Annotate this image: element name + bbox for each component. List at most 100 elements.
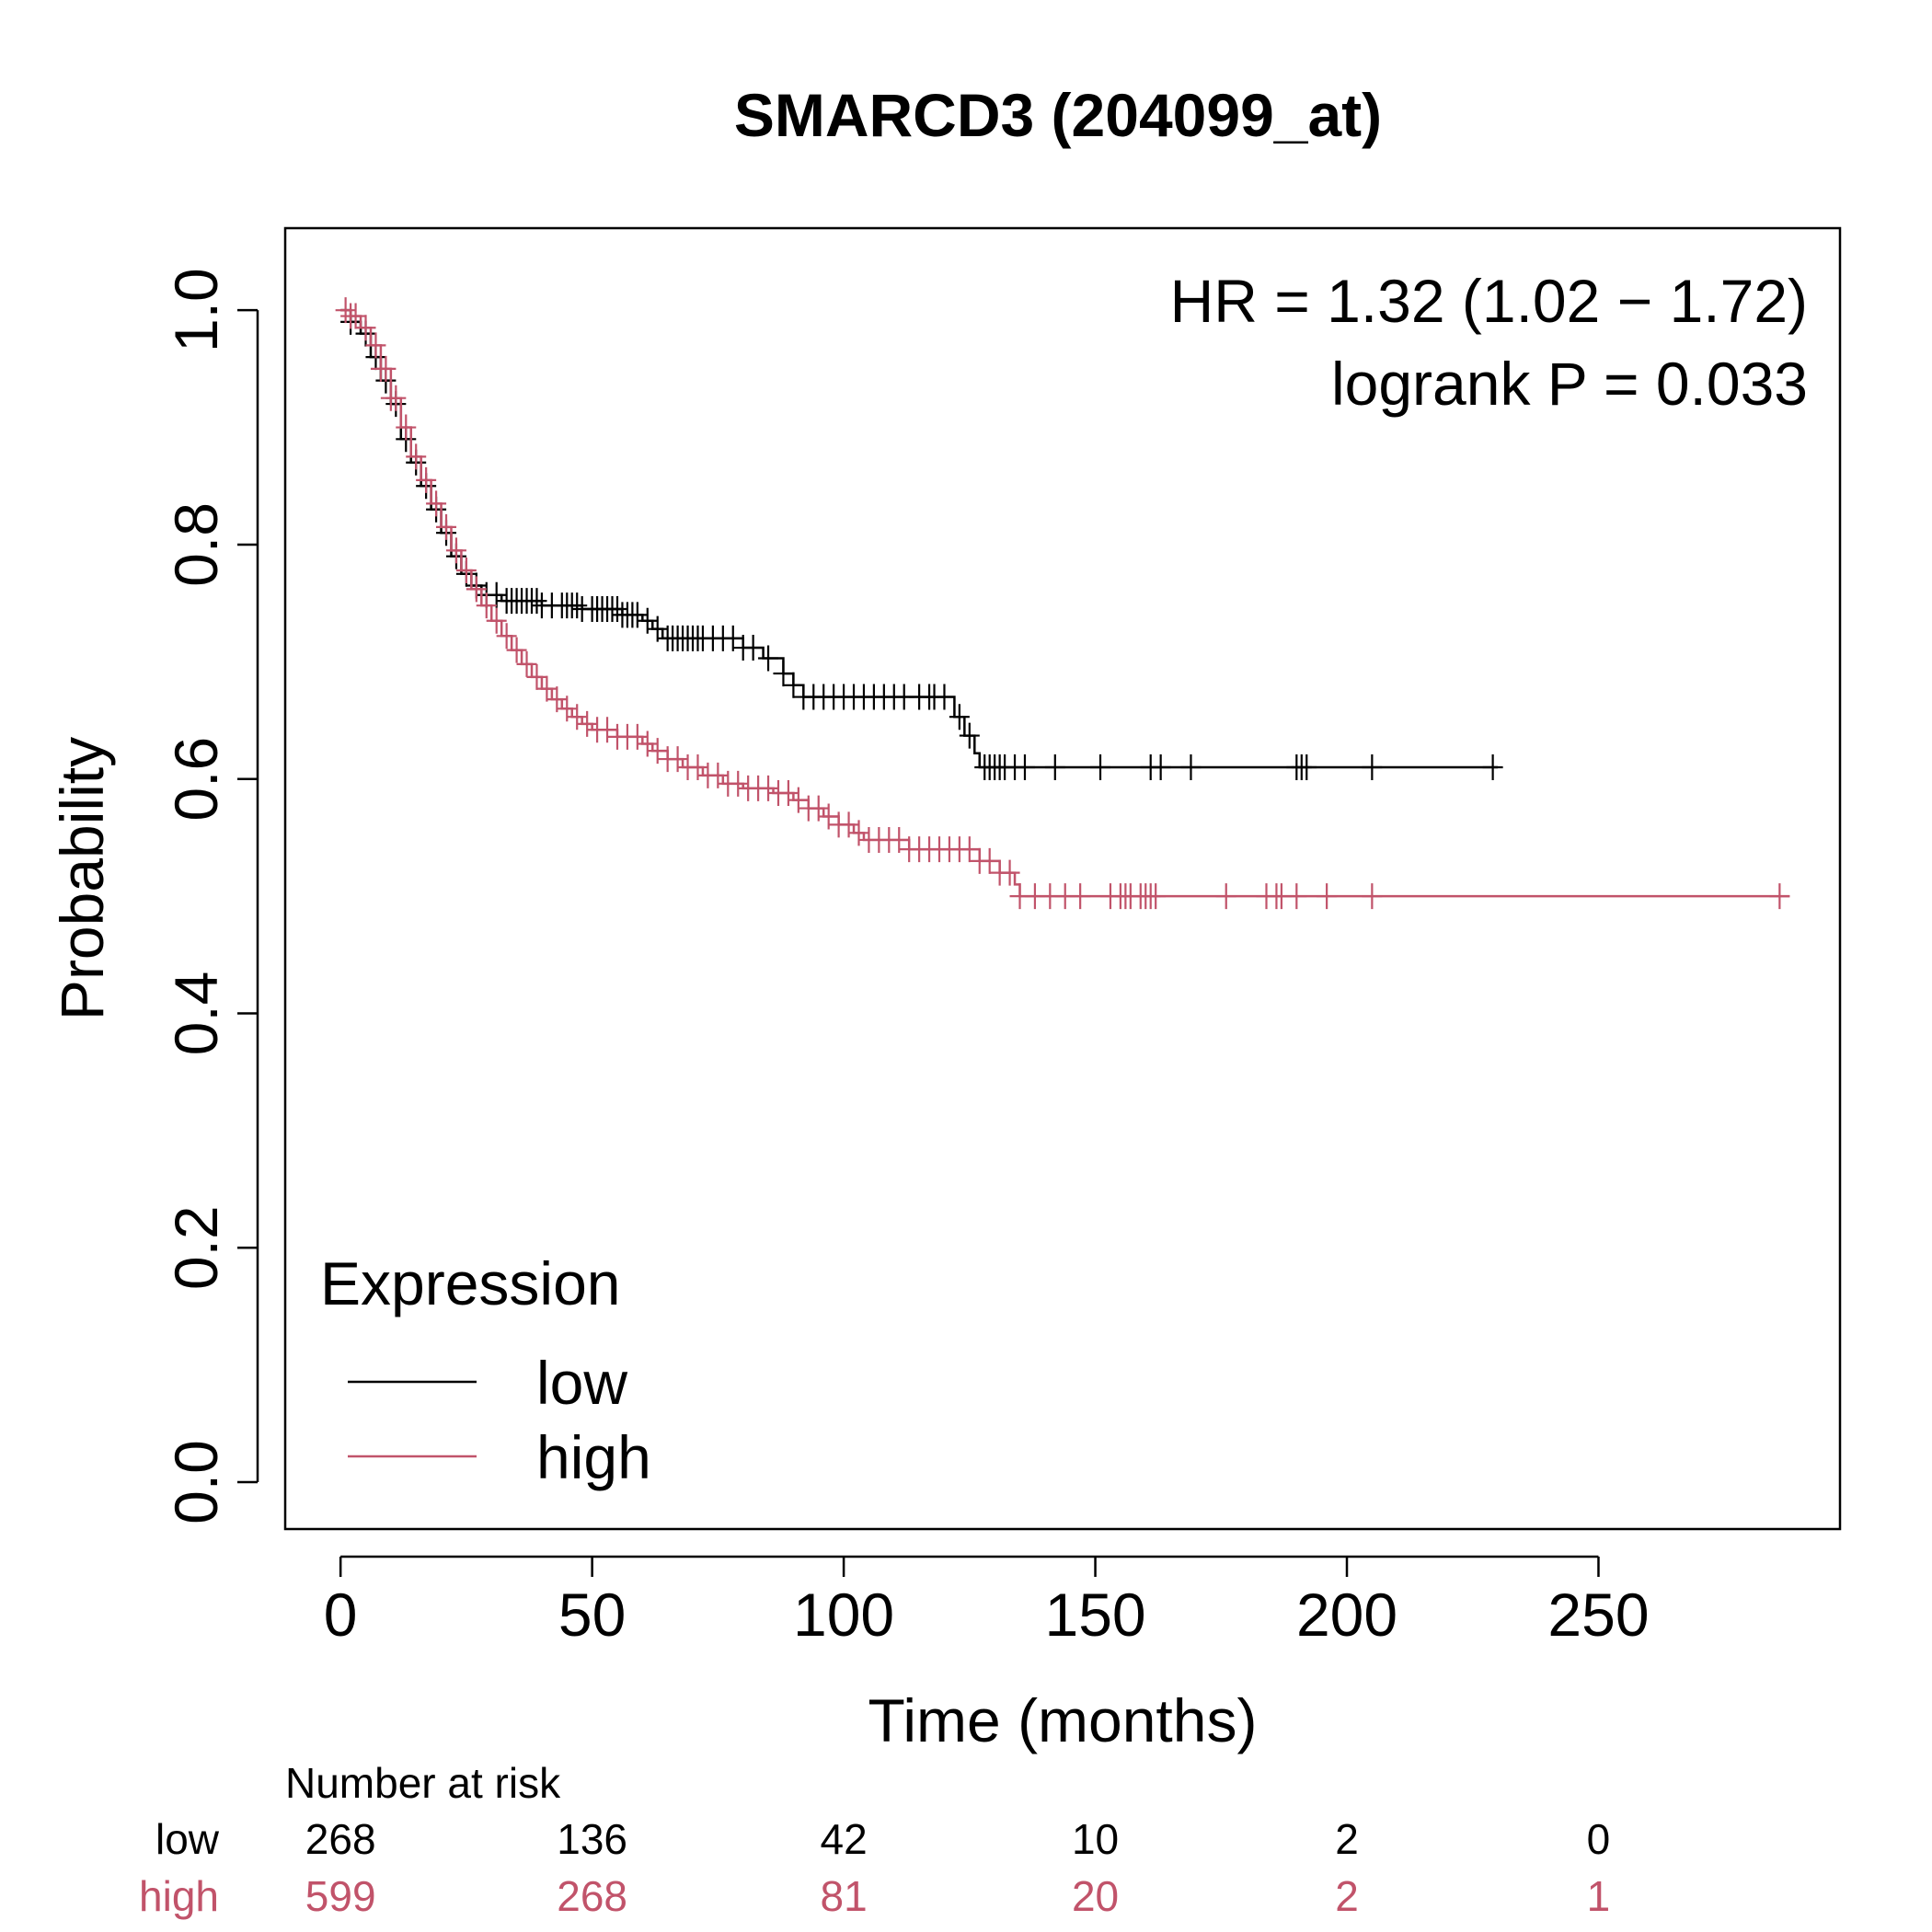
censor-mark-high xyxy=(526,663,547,690)
y-tick-label: 0.4 xyxy=(162,972,230,1056)
censor-mark-low xyxy=(627,602,648,628)
censor-mark-high xyxy=(637,730,658,757)
plot-frame xyxy=(283,226,1842,1531)
x-tick-label: 100 xyxy=(793,1581,894,1649)
censor-mark-high xyxy=(777,780,799,807)
series-layer xyxy=(335,297,1790,910)
y-tick-label: 0.6 xyxy=(162,737,230,822)
censor-mark-high xyxy=(516,650,537,677)
censor-mark-high xyxy=(1145,883,1167,910)
risk-count-high: 1 xyxy=(1587,1872,1611,1920)
censor-mark-high xyxy=(416,466,437,493)
x-tick-label: 50 xyxy=(558,1581,626,1649)
censor-mark-low xyxy=(742,635,764,661)
censor-mark-high xyxy=(728,770,749,797)
censor-mark-high xyxy=(848,820,869,846)
censor-mark-high xyxy=(436,513,457,540)
censor-mark-high xyxy=(406,443,427,470)
censor-mark-low xyxy=(758,645,779,672)
censor-mark-low xyxy=(1296,753,1317,780)
legend-title: Expression xyxy=(320,1249,621,1317)
censor-mark-high xyxy=(355,315,376,341)
risk-count-high: 2 xyxy=(1335,1872,1359,1920)
legend-label-high: high xyxy=(536,1423,651,1491)
censor-mark-low xyxy=(1150,753,1171,780)
censor-mark-high xyxy=(979,847,1000,874)
x-tick-label: 0 xyxy=(324,1581,358,1649)
censor-mark-high xyxy=(375,355,397,382)
censor-mark-low xyxy=(526,588,547,615)
censor-mark-low xyxy=(567,592,588,619)
censor-mark-low xyxy=(783,672,804,698)
censor-mark-low xyxy=(1090,753,1111,780)
censor-mark-high xyxy=(486,607,507,634)
censor-mark-high xyxy=(1215,883,1236,910)
risk-count-low: 268 xyxy=(305,1815,376,1863)
x-tick-label: 200 xyxy=(1296,1581,1397,1649)
chart-title: SMARCD3 (204099_at) xyxy=(734,81,1382,149)
censor-mark-high xyxy=(577,710,598,737)
censor-mark-high xyxy=(1317,883,1338,910)
censor-mark-high xyxy=(335,297,356,324)
censor-mark-high xyxy=(496,623,517,650)
censor-mark-high xyxy=(385,385,407,411)
legend-label-low: low xyxy=(536,1349,627,1417)
censor-mark-low xyxy=(1044,753,1065,780)
censor-mark-high xyxy=(445,537,466,564)
censor-mark-high xyxy=(1070,883,1091,910)
x-axis-label: Time (months) xyxy=(868,1686,1258,1754)
y-tick-label: 1.0 xyxy=(162,268,230,352)
y-tick-label: 0.8 xyxy=(162,502,230,587)
censor-mark-high xyxy=(396,414,417,441)
censor-mark-high xyxy=(426,490,447,517)
risk-count-high: 599 xyxy=(305,1872,376,1920)
risk-table-title: Number at risk xyxy=(285,1759,561,1807)
censor-mark-low xyxy=(1014,753,1035,780)
series-low xyxy=(340,308,1503,780)
censor-mark-high xyxy=(365,332,386,359)
censor-mark-high xyxy=(959,836,980,863)
risk-count-low: 10 xyxy=(1072,1815,1119,1863)
censor-mark-high xyxy=(1769,883,1790,910)
risk-count-low: 42 xyxy=(821,1815,868,1863)
censor-mark-high xyxy=(476,592,497,619)
y-axis-label: Probability xyxy=(48,737,116,1020)
censor-mark-high xyxy=(999,859,1020,886)
censor-mark-high xyxy=(536,675,558,702)
censor-mark-high xyxy=(506,637,527,663)
y-tick-label: 0.2 xyxy=(162,1205,230,1290)
risk-count-high: 81 xyxy=(821,1872,868,1920)
risk-row-label-low: low xyxy=(155,1815,220,1863)
censor-mark-high xyxy=(345,303,366,329)
censor-mark-low xyxy=(1362,753,1383,780)
x-tick-label: 150 xyxy=(1044,1581,1145,1649)
risk-count-high: 268 xyxy=(557,1872,627,1920)
series-high xyxy=(335,297,1790,910)
censor-mark-high xyxy=(758,775,779,801)
censor-mark-low xyxy=(1180,753,1202,780)
risk-count-low: 0 xyxy=(1587,1815,1611,1863)
censor-mark-low xyxy=(606,596,627,623)
censor-mark-high xyxy=(466,576,487,603)
censor-mark-high xyxy=(597,717,618,743)
censor-mark-low xyxy=(486,581,507,608)
censor-mark-low xyxy=(1482,753,1503,780)
logrank-annotation: logrank P = 0.033 xyxy=(1331,350,1808,418)
risk-count-high: 20 xyxy=(1072,1872,1119,1920)
censor-mark-low xyxy=(949,704,970,730)
censor-mark-high xyxy=(567,704,588,730)
censor-mark-low xyxy=(959,722,980,749)
hr-annotation: HR = 1.32 (1.02 − 1.72) xyxy=(1170,267,1808,335)
censor-mark-high xyxy=(627,723,648,750)
y-axis: 0.0 0.2 0.4 0.6 0.8 1.0 xyxy=(162,268,259,1524)
y-tick-label: 0.0 xyxy=(162,1440,230,1524)
x-tick-label: 250 xyxy=(1547,1581,1649,1649)
censor-mark-low xyxy=(934,684,955,710)
risk-count-low: 136 xyxy=(557,1815,627,1863)
censor-mark-high xyxy=(455,557,477,583)
x-axis: 0 50 100 150 200 250 xyxy=(324,1555,1650,1649)
censor-mark-low xyxy=(773,661,794,687)
